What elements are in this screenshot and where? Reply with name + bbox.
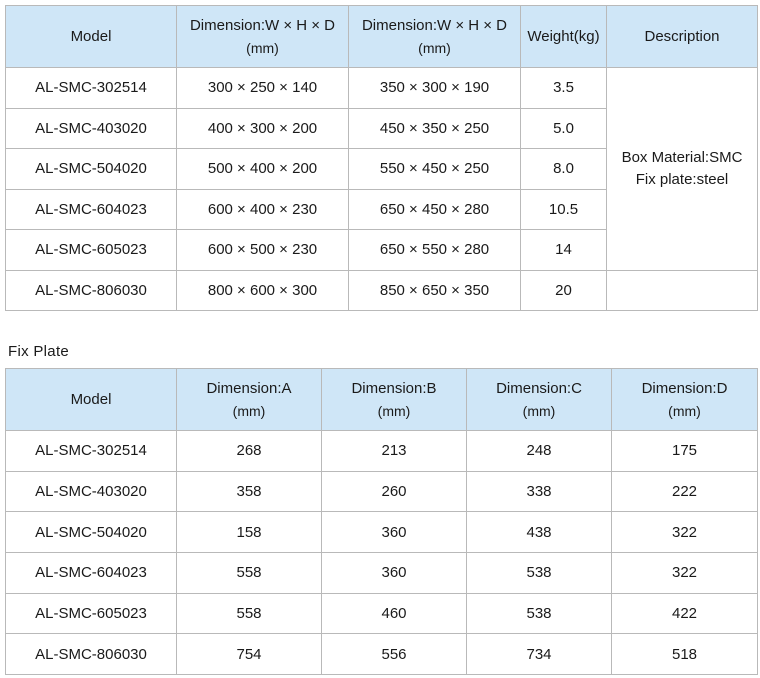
table-row: AL-SMC-302514 300 × 250 × 140 350 × 300 … xyxy=(5,67,758,271)
dimension-d-cell: 422 xyxy=(611,592,758,635)
dimension-d-cell: 175 xyxy=(611,430,758,472)
header-outer-dimension: Dimension:W × H × D (mm) xyxy=(348,5,521,68)
dimension-a-cell: 158 xyxy=(176,511,322,554)
dimension-a-cell: 558 xyxy=(176,592,322,635)
header-dimension-b-label: Dimension:B xyxy=(351,379,437,397)
outer-dimension-cell: 350 × 300 × 190 xyxy=(348,67,521,109)
model-cell: AL-SMC-605023 xyxy=(5,592,177,635)
model-cell: AL-SMC-604023 xyxy=(5,188,177,230)
plate-table-header-row: Model Dimension:A (mm) Dimension:B (mm) … xyxy=(5,368,758,431)
header-outer-dimension-unit: (mm) xyxy=(418,39,451,56)
model-cell: AL-SMC-302514 xyxy=(5,430,177,472)
table-row: AL-SMC-403020 400 × 300 × 200 450 × 350 … xyxy=(5,107,758,149)
model-cell: AL-SMC-605023 xyxy=(5,229,177,271)
header-weight: Weight(kg) xyxy=(520,5,607,68)
dimension-d-cell: 518 xyxy=(611,633,758,676)
header-inner-dimension: Dimension:W × H × D (mm) xyxy=(176,5,349,68)
dimension-a-cell: 754 xyxy=(176,633,322,676)
inner-dimension-cell: 300 × 250 × 140 xyxy=(176,67,349,109)
dimension-a-cell: 558 xyxy=(176,552,322,594)
dimension-b-cell: 360 xyxy=(321,552,467,594)
header-dimension-b-unit: (mm) xyxy=(377,402,411,419)
table-row: AL-SMC-604023 600 × 400 × 230 650 × 450 … xyxy=(5,188,758,230)
model-cell: AL-SMC-504020 xyxy=(5,511,177,554)
table-row: AL-SMC-806030 754 556 734 518 xyxy=(5,633,758,676)
dimension-a-cell: 358 xyxy=(176,470,322,513)
weight-cell: 5.0 xyxy=(520,107,607,149)
header-model: Model xyxy=(5,368,177,431)
description-fix-plate: Fix plate:steel xyxy=(635,170,729,188)
table-row: AL-SMC-504020 158 360 438 322 xyxy=(5,511,758,554)
dimension-b-cell: 460 xyxy=(321,592,467,635)
table-row: AL-SMC-504020 500 × 400 × 200 550 × 450 … xyxy=(5,148,758,190)
outer-dimension-cell: 650 × 450 × 280 xyxy=(348,188,521,230)
dimension-b-cell: 556 xyxy=(321,633,467,676)
dimension-c-cell: 538 xyxy=(466,592,612,635)
header-dimension-c: Dimension:C (mm) xyxy=(466,368,612,431)
header-dimension-a-label: Dimension:A xyxy=(206,379,292,397)
inner-dimension-cell: 500 × 400 × 200 xyxy=(176,148,349,190)
dimension-c-cell: 248 xyxy=(466,430,612,472)
model-cell: AL-SMC-403020 xyxy=(5,107,177,149)
weight-cell: 14 xyxy=(520,229,607,271)
inner-dimension-cell: 400 × 300 × 200 xyxy=(176,107,349,149)
outer-dimension-cell: 450 × 350 × 250 xyxy=(348,107,521,149)
fix-plate-table: Model Dimension:A (mm) Dimension:B (mm) … xyxy=(5,368,758,676)
dimension-b-cell: 213 xyxy=(321,430,467,472)
inner-dimension-cell: 600 × 400 × 230 xyxy=(176,188,349,230)
dimension-c-cell: 438 xyxy=(466,511,612,554)
model-cell: AL-SMC-504020 xyxy=(5,148,177,190)
description-cell: Box Material:SMC Fix plate:steel xyxy=(606,67,758,271)
dimension-b-cell: 360 xyxy=(321,511,467,554)
header-dimension-c-unit: (mm) xyxy=(522,402,556,419)
fix-plate-section-title: Fix Plate xyxy=(8,343,70,360)
weight-cell: 3.5 xyxy=(520,67,607,109)
outer-dimension-cell: 550 × 450 × 250 xyxy=(348,148,521,190)
model-cell: AL-SMC-604023 xyxy=(5,552,177,594)
box-spec-table: Model Dimension:W × H × D (mm) Dimension… xyxy=(5,5,758,311)
header-dimension-b: Dimension:B (mm) xyxy=(321,368,467,431)
inner-dimension-cell: 800 × 600 × 300 xyxy=(176,269,349,311)
table-row: AL-SMC-605023 600 × 500 × 230 650 × 550 … xyxy=(5,229,758,271)
header-dimension-d: Dimension:D (mm) xyxy=(611,368,758,431)
header-outer-dimension-label: Dimension:W × H × D xyxy=(361,16,508,34)
header-model: Model xyxy=(5,5,177,68)
header-dimension-a: Dimension:A (mm) xyxy=(176,368,322,431)
dimension-d-cell: 322 xyxy=(611,511,758,554)
dimension-c-cell: 538 xyxy=(466,552,612,594)
dimension-b-cell: 260 xyxy=(321,470,467,513)
table-row: AL-SMC-403020 358 260 338 222 xyxy=(5,470,758,513)
weight-cell: 20 xyxy=(520,269,607,311)
table-row: AL-SMC-605023 558 460 538 422 xyxy=(5,592,758,635)
weight-cell: 10.5 xyxy=(520,188,607,230)
header-dimension-a-unit: (mm) xyxy=(232,402,266,419)
header-inner-dimension-unit: (mm) xyxy=(246,39,279,56)
table-row: AL-SMC-302514 268 213 248 175 xyxy=(5,430,758,472)
dimension-a-cell: 268 xyxy=(176,430,322,472)
header-dimension-d-unit: (mm) xyxy=(668,402,701,419)
outer-dimension-cell: 850 × 650 × 350 xyxy=(348,269,521,311)
dimension-d-cell: 322 xyxy=(611,552,758,594)
box-table-header-row: Model Dimension:W × H × D (mm) Dimension… xyxy=(5,5,758,68)
outer-dimension-cell: 650 × 550 × 280 xyxy=(348,229,521,271)
dimension-c-cell: 338 xyxy=(466,470,612,513)
table-row: AL-SMC-604023 558 360 538 322 xyxy=(5,552,758,594)
model-cell: AL-SMC-806030 xyxy=(5,633,177,676)
table-row: AL-SMC-806030 800 × 600 × 300 850 × 650 … xyxy=(5,269,758,311)
model-cell: AL-SMC-302514 xyxy=(5,67,177,109)
dimension-c-cell: 734 xyxy=(466,633,612,676)
description-material: Box Material:SMC xyxy=(621,148,743,166)
dimension-d-cell: 222 xyxy=(611,470,758,513)
weight-cell: 8.0 xyxy=(520,148,607,190)
header-inner-dimension-label: Dimension:W × H × D xyxy=(189,16,336,34)
description-empty-cell xyxy=(606,269,758,311)
model-cell: AL-SMC-806030 xyxy=(5,269,177,311)
header-dimension-c-label: Dimension:C xyxy=(496,379,582,397)
model-cell: AL-SMC-403020 xyxy=(5,470,177,513)
header-description: Description xyxy=(606,5,758,68)
inner-dimension-cell: 600 × 500 × 230 xyxy=(176,229,349,271)
header-dimension-d-label: Dimension:D xyxy=(641,379,728,397)
